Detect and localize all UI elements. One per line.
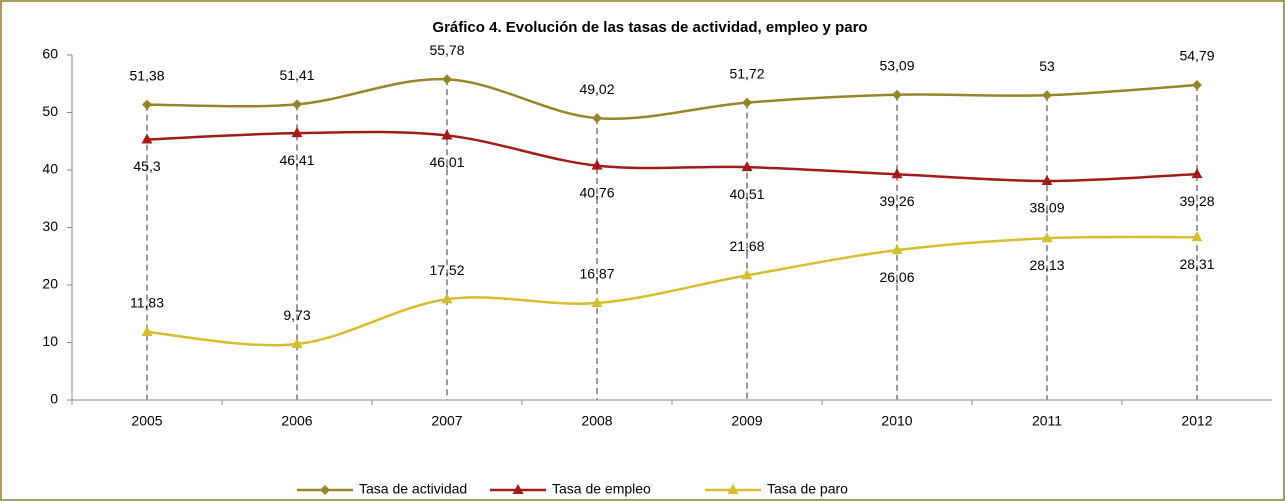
y-tick-label: 10 [42, 333, 58, 349]
x-tick-label: 2007 [431, 413, 462, 429]
data-label: 17,52 [429, 262, 464, 278]
data-label: 40,51 [729, 186, 764, 202]
y-tick-label: 50 [42, 103, 58, 119]
legend-label: Tasa de paro [767, 481, 848, 497]
marker [1192, 79, 1202, 90]
marker [1041, 232, 1053, 243]
data-label: 46,41 [279, 152, 314, 168]
marker [1191, 168, 1203, 179]
y-tick-label: 60 [42, 46, 58, 62]
data-label: 51,72 [729, 65, 764, 81]
x-tick-label: 2009 [731, 413, 762, 429]
marker [141, 133, 153, 144]
data-label: 53,09 [879, 57, 914, 73]
marker [141, 325, 153, 336]
x-tick-label: 2012 [1181, 413, 1212, 429]
marker [742, 97, 752, 108]
data-label: 28,13 [1029, 257, 1064, 273]
data-label: 39,26 [879, 193, 914, 209]
data-label: 53 [1039, 58, 1055, 74]
data-label: 45,3 [133, 158, 160, 174]
marker [1042, 90, 1052, 101]
chart-title: Gráfico 4. Evolución de las tasas de act… [432, 19, 867, 36]
data-label: 28,31 [1179, 256, 1214, 272]
marker [727, 484, 739, 494]
marker [441, 293, 453, 304]
data-label: 21,68 [729, 238, 764, 254]
marker [512, 484, 524, 494]
marker [1191, 231, 1203, 242]
data-label: 40,76 [579, 184, 614, 200]
data-label: 11,83 [130, 295, 164, 311]
legend-label: Tasa de actividad [359, 481, 467, 497]
marker [291, 338, 303, 349]
x-tick-label: 2006 [281, 413, 312, 429]
y-tick-label: 40 [42, 161, 58, 177]
marker [892, 89, 902, 100]
data-label: 51,38 [129, 67, 164, 83]
marker [741, 161, 753, 172]
data-label: 54,79 [1179, 48, 1214, 64]
data-label: 55,78 [429, 42, 464, 58]
marker [891, 168, 903, 179]
marker [591, 159, 603, 170]
y-tick-label: 20 [42, 276, 58, 292]
y-tick-label: 0 [50, 391, 58, 407]
legend-label: Tasa de empleo [552, 481, 651, 497]
x-tick-label: 2011 [1032, 413, 1062, 429]
data-label: 51,41 [279, 67, 314, 83]
data-label: 39,28 [1179, 193, 1214, 209]
marker [591, 296, 603, 307]
x-tick-label: 2010 [881, 413, 912, 429]
data-label: 16,87 [579, 266, 614, 282]
series-line [146, 235, 1198, 347]
data-label: 26,06 [879, 269, 914, 285]
x-tick-label: 2008 [581, 413, 612, 429]
x-tick-label: 2005 [131, 413, 162, 429]
series-line [146, 77, 1198, 120]
data-label: 9,73 [283, 307, 310, 323]
data-label: 38,09 [1029, 200, 1064, 216]
marker [320, 485, 330, 495]
marker [891, 244, 903, 255]
marker [441, 129, 453, 140]
data-label: 49,02 [579, 81, 614, 97]
marker [142, 99, 152, 110]
marker [442, 74, 452, 85]
series-line [146, 130, 1198, 183]
marker [741, 269, 753, 280]
marker [291, 127, 303, 138]
data-label: 46,01 [429, 154, 464, 170]
y-tick-label: 30 [42, 218, 58, 234]
marker [292, 99, 302, 110]
marker [592, 113, 602, 124]
marker [1041, 174, 1053, 185]
